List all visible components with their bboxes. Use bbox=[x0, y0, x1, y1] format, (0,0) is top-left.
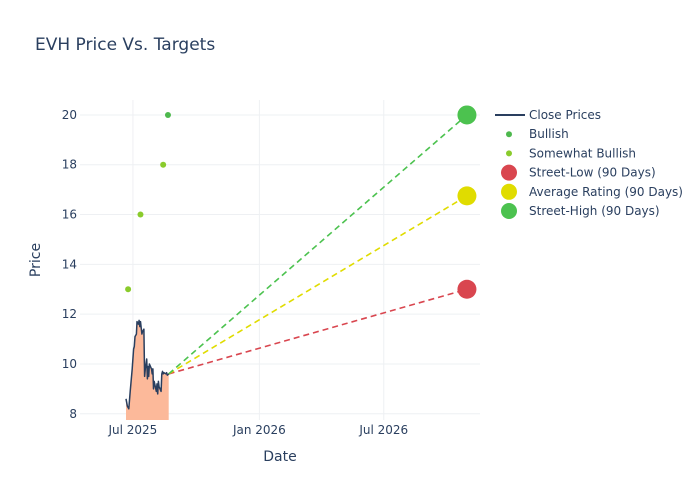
target-marker bbox=[457, 105, 477, 125]
rating-dot bbox=[125, 286, 132, 293]
legend-swatch-dot bbox=[501, 203, 517, 219]
target-line bbox=[168, 114, 468, 375]
close-price-path bbox=[125, 319, 170, 410]
rating-markers bbox=[125, 105, 477, 299]
y-tick-label: 18 bbox=[62, 158, 77, 172]
legend-label: Close Prices bbox=[529, 108, 601, 122]
target-line bbox=[168, 288, 468, 375]
close-price-area bbox=[126, 320, 169, 420]
x-axis-ticks: Jul 2025 Jan 2026 Jul 2026 bbox=[107, 423, 408, 437]
y-tick-label: 16 bbox=[62, 208, 77, 222]
legend-label: Somewhat Bullish bbox=[529, 146, 636, 160]
x-tick-label: Jan 2026 bbox=[232, 423, 286, 437]
legend-label: Street-High (90 Days) bbox=[529, 204, 660, 218]
legend-swatch-dot bbox=[501, 183, 517, 200]
legend: Close Prices Bullish Somewhat Bullish Stree… bbox=[495, 108, 683, 219]
legend-label: Bullish bbox=[529, 127, 569, 141]
legend-swatch-dot bbox=[506, 150, 512, 157]
x-tick-label: Jul 2026 bbox=[358, 423, 408, 437]
y-axis-ticks: 8 10 12 14 16 18 20 bbox=[62, 108, 77, 421]
chart-title: EVH Price Vs. Targets bbox=[35, 35, 215, 55]
rating-dot bbox=[137, 211, 144, 218]
close-price-line bbox=[125, 319, 170, 410]
legend-swatch-dot bbox=[501, 164, 517, 181]
target-projection-lines bbox=[168, 114, 468, 375]
x-axis-label: Date bbox=[263, 449, 296, 465]
target-line bbox=[168, 195, 468, 375]
rating-dot bbox=[160, 161, 167, 168]
legend-label: Average Rating (90 Days) bbox=[529, 185, 683, 199]
legend-swatch-dot bbox=[506, 131, 512, 138]
close-price-fill bbox=[126, 320, 169, 420]
y-axis-label: Price bbox=[28, 243, 44, 277]
legend-label: Street-Low (90 Days) bbox=[529, 166, 656, 180]
y-tick-label: 14 bbox=[62, 257, 77, 271]
y-tick-label: 20 bbox=[62, 108, 77, 122]
target-marker bbox=[457, 186, 477, 206]
y-tick-label: 10 bbox=[62, 357, 77, 371]
x-tick-label: Jul 2025 bbox=[107, 423, 157, 437]
y-tick-label: 8 bbox=[69, 407, 77, 421]
rating-dot bbox=[164, 111, 171, 118]
target-marker bbox=[457, 279, 477, 299]
y-tick-label: 12 bbox=[62, 307, 77, 321]
